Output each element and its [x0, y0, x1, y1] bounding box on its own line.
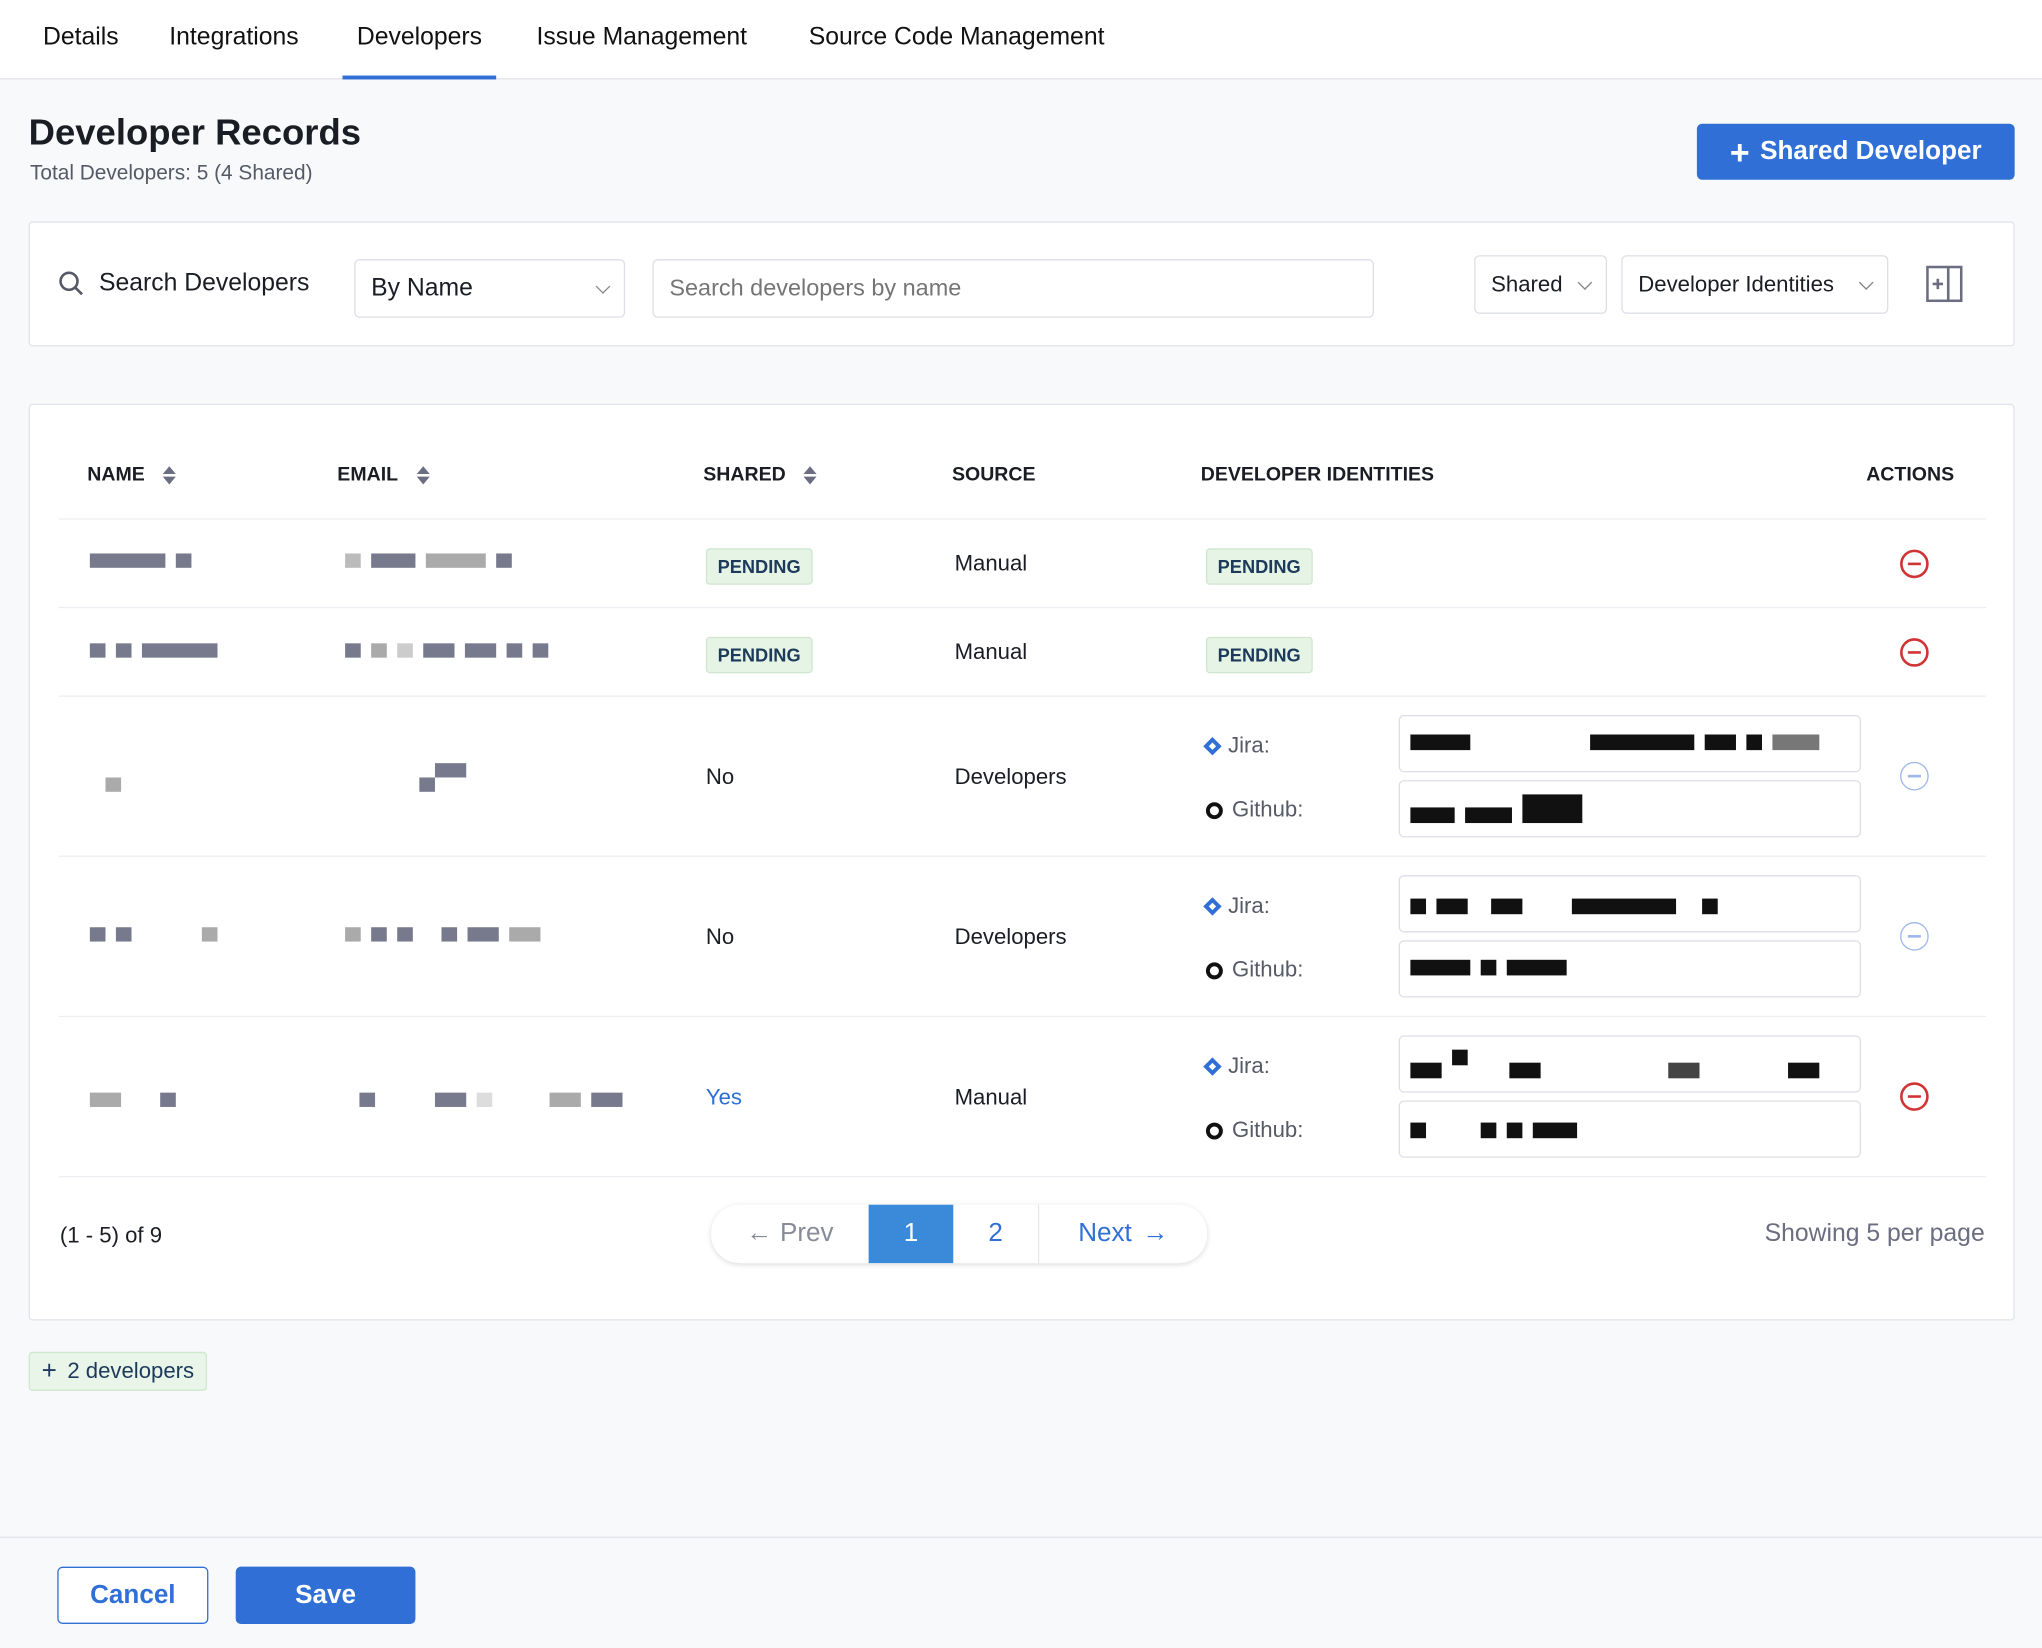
- tab-bar: Details Integrations Developers Issue Ma…: [0, 0, 2042, 80]
- page-title: Developer Records: [28, 111, 362, 153]
- tab-source-code-management[interactable]: Source Code Management: [808, 23, 1105, 51]
- github-identity-field[interactable]: [1398, 780, 1861, 838]
- save-button[interactable]: Save: [235, 1566, 416, 1624]
- column-email[interactable]: EMAIL: [337, 464, 430, 486]
- chevron-down-icon: [595, 278, 611, 294]
- github-identity-field[interactable]: [1398, 1100, 1861, 1158]
- footer: Cancel Save: [0, 1536, 2042, 1648]
- identities-filter[interactable]: Developer Identities: [1621, 255, 1889, 314]
- source: Manual: [954, 639, 1028, 665]
- cancel-button[interactable]: Cancel: [57, 1566, 209, 1624]
- plus-icon: +: [1729, 132, 1750, 172]
- redacted-name: [89, 553, 192, 568]
- shared-value: No: [705, 764, 735, 790]
- search-card: Search Developers By Name Shared Develop…: [28, 221, 2015, 347]
- search-label: Search Developers: [98, 269, 310, 297]
- redacted-name: [89, 927, 218, 942]
- arrow-right-icon: →: [1142, 1218, 1169, 1248]
- redacted-email: [359, 1092, 623, 1107]
- jira-label: Jira:: [1203, 733, 1270, 759]
- jira-identity-field[interactable]: [1398, 875, 1861, 933]
- column-developer-identities: DEVELOPER IDENTITIES: [1200, 463, 1435, 486]
- search-icon: [59, 271, 83, 296]
- github-icon: [1205, 961, 1223, 979]
- source: Developers: [954, 764, 1067, 790]
- total-developers: Total Developers: 5 (4 Shared): [29, 162, 313, 185]
- column-actions: ACTIONS: [1866, 463, 1955, 486]
- tab-issue-management[interactable]: Issue Management: [536, 23, 747, 51]
- redacted-email: [419, 763, 467, 792]
- search-input[interactable]: [652, 259, 1374, 318]
- add-column-icon[interactable]: [1926, 265, 1963, 303]
- tab-integrations[interactable]: Integrations: [169, 23, 299, 51]
- next-button[interactable]: Next →: [1078, 1218, 1169, 1248]
- sort-icon[interactable]: [163, 465, 177, 484]
- jira-icon: [1203, 897, 1222, 916]
- column-name[interactable]: NAME: [87, 464, 177, 486]
- prev-button[interactable]: ← Prev: [746, 1218, 834, 1248]
- source: Manual: [954, 550, 1028, 576]
- page-1-button[interactable]: 1: [868, 1204, 954, 1264]
- github-icon: [1205, 801, 1223, 819]
- github-label: Github:: [1205, 957, 1303, 983]
- shared-filter[interactable]: Shared: [1474, 255, 1608, 314]
- jira-label: Jira:: [1203, 1054, 1270, 1080]
- shared-status-badge: PENDING: [705, 636, 813, 674]
- tab-developers[interactable]: Developers: [342, 23, 497, 80]
- github-identity-field[interactable]: [1398, 940, 1861, 998]
- per-page-info: Showing 5 per page: [1764, 1220, 1985, 1248]
- jira-icon: [1203, 737, 1222, 756]
- arrow-left-icon: ←: [746, 1218, 773, 1248]
- redacted-email: [345, 927, 541, 942]
- add-developers-chip[interactable]: +2 developers: [28, 1351, 208, 1391]
- jira-identity-field[interactable]: [1398, 1035, 1861, 1093]
- column-shared[interactable]: SHARED: [703, 464, 817, 486]
- shared-value: Yes: [705, 1084, 742, 1110]
- shared-status-badge: PENDING: [705, 548, 813, 585]
- redacted-name: [105, 777, 122, 792]
- redacted-email: [345, 553, 512, 568]
- pagination: ← Prev 1 2 Next →: [711, 1204, 1208, 1264]
- remove-icon[interactable]: [1900, 549, 1929, 579]
- column-source: SOURCE: [951, 463, 1036, 486]
- plus-icon: +: [41, 1356, 57, 1385]
- redacted-name: [89, 1092, 176, 1107]
- pagination-range: (1 - 5) of 9: [59, 1222, 163, 1248]
- github-label: Github:: [1205, 1117, 1303, 1143]
- sort-icon[interactable]: [416, 465, 430, 484]
- chevron-down-icon: [1577, 274, 1593, 290]
- remove-icon[interactable]: [1900, 1082, 1929, 1111]
- shared-value: No: [705, 924, 735, 950]
- github-icon: [1205, 1121, 1223, 1139]
- remove-icon[interactable]: [1900, 761, 1929, 791]
- tab-details[interactable]: Details: [42, 23, 119, 51]
- redacted-email: [345, 643, 549, 658]
- identities-status-badge: PENDING: [1205, 636, 1313, 674]
- sort-icon[interactable]: [803, 465, 817, 484]
- developers-table-card: [28, 403, 2015, 1321]
- add-shared-developer-button[interactable]: + Shared Developer: [1696, 123, 2015, 180]
- redacted-name: [89, 643, 218, 658]
- jira-label: Jira:: [1203, 893, 1270, 919]
- search-by-select[interactable]: By Name: [354, 259, 626, 318]
- github-label: Github:: [1205, 797, 1303, 823]
- remove-icon[interactable]: [1900, 638, 1929, 667]
- jira-identity-field[interactable]: [1398, 714, 1861, 773]
- chevron-down-icon: [1858, 274, 1874, 290]
- page-2-button[interactable]: 2: [953, 1204, 1040, 1264]
- jira-icon: [1203, 1057, 1222, 1076]
- source: Manual: [954, 1084, 1028, 1110]
- identities-status-badge: PENDING: [1205, 548, 1313, 585]
- source: Developers: [954, 924, 1067, 950]
- remove-icon[interactable]: [1900, 922, 1929, 951]
